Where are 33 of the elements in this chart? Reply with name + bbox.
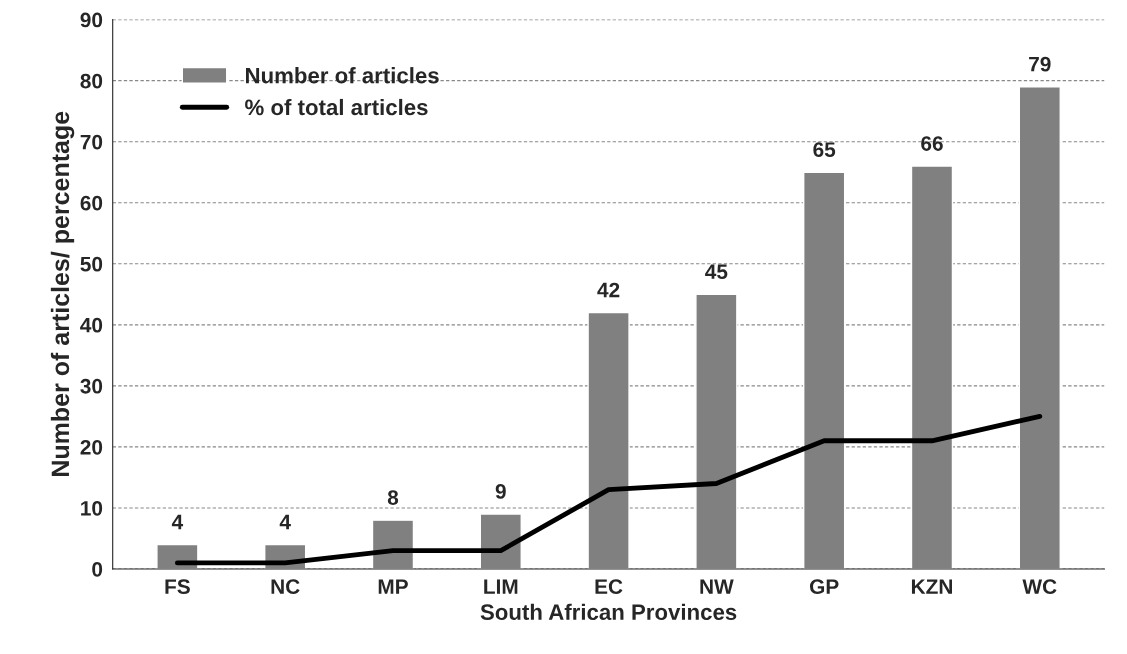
x-tick-label: EC bbox=[595, 579, 623, 594]
y-axis-title: Number of articles/ percentage bbox=[50, 111, 75, 477]
x-tick-label: GP bbox=[809, 579, 839, 594]
data-label: 4 bbox=[171, 514, 184, 530]
x-tick-label: KZN bbox=[911, 579, 952, 594]
x-tick-label: NC bbox=[271, 579, 300, 594]
y-tick-label: 60 bbox=[80, 195, 103, 211]
y-tick-label: 40 bbox=[80, 317, 103, 333]
x-tick-label: FS bbox=[165, 579, 190, 594]
data-label: 4 bbox=[279, 514, 291, 530]
y-tick-label: 30 bbox=[80, 378, 103, 394]
y-tick-label: 20 bbox=[80, 439, 103, 455]
y-tick-label: 50 bbox=[80, 256, 103, 272]
legend-label: % of total articles bbox=[245, 98, 428, 116]
data-label: 45 bbox=[705, 264, 728, 280]
x-tick-label: NW bbox=[700, 579, 734, 594]
y-tick-label: 0 bbox=[92, 561, 103, 577]
y-tick-label: 90 bbox=[80, 12, 103, 28]
legend-label: Number of articles bbox=[246, 67, 439, 84]
data-label: 42 bbox=[597, 282, 620, 298]
y-tick-label: 70 bbox=[80, 134, 103, 150]
data-label: 79 bbox=[1029, 56, 1051, 72]
x-tick-label: MP bbox=[378, 579, 408, 594]
x-tick-label: WC bbox=[1022, 579, 1057, 594]
line-series bbox=[174, 413, 1043, 566]
y-tick-label: 10 bbox=[81, 500, 103, 516]
data-label: 8 bbox=[387, 490, 399, 505]
data-label: 65 bbox=[813, 142, 836, 157]
data-label: 9 bbox=[495, 484, 506, 499]
x-axis-title: South African Provinces bbox=[480, 603, 737, 620]
data-label: 66 bbox=[921, 136, 943, 151]
x-tick-label: LIM bbox=[484, 579, 518, 594]
y-tick-label: 80 bbox=[80, 73, 103, 89]
